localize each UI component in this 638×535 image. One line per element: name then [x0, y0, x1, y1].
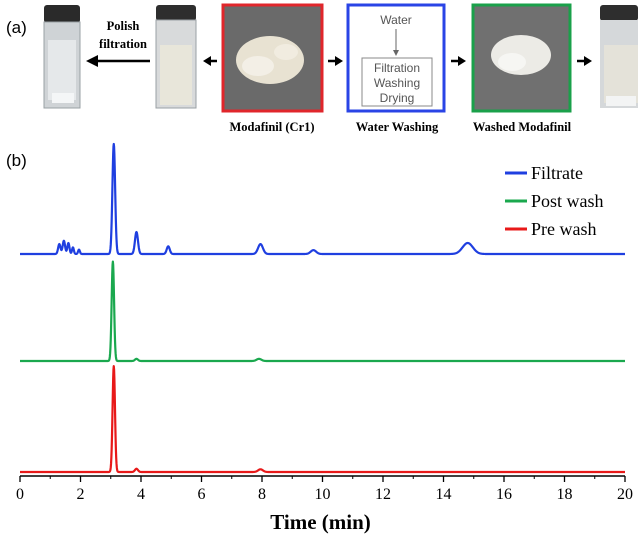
legend-label-pre-wash: Pre wash [531, 219, 597, 239]
wash-box-water-label: Water [380, 13, 412, 27]
series-line-post-wash [19, 260, 626, 363]
legend-label-post-wash: Post wash [531, 191, 604, 211]
wash-box-step-drying: Drying [380, 91, 415, 105]
water-washing-box: Water Filtration Washing Drying [346, 3, 446, 113]
x-tick-label-0: 0 [16, 486, 24, 503]
x-tick-label-6: 6 [198, 486, 206, 503]
x-tick-label-4: 4 [137, 486, 145, 503]
x-tick-label-20: 20 [617, 486, 633, 503]
legend-label-filtrate: Filtrate [531, 163, 583, 183]
panel-a-label: (a) [6, 18, 27, 37]
washed-modafinil-caption: Washed Modafinil [473, 120, 572, 134]
polish-filtration-line-1: Polish [107, 19, 140, 33]
panel-b-label: (b) [6, 151, 27, 170]
arrow-left-large-icon [86, 55, 150, 67]
arrow-right-icon-1 [328, 56, 343, 66]
vial-filtered-image [43, 5, 81, 109]
water-washing-caption: Water Washing [356, 120, 439, 134]
vial-result-image [600, 5, 638, 108]
arrow-left-small-icon [203, 56, 217, 66]
series-line-filtrate [19, 142, 626, 256]
arrow-right-icon-3 [577, 56, 592, 66]
x-axis-title: Time (min) [270, 510, 371, 534]
x-tick-label-18: 18 [557, 486, 573, 503]
x-tick-label-2: 2 [77, 486, 85, 503]
modafinil-image [221, 3, 324, 113]
modafinil-caption: Modafinil (Cr1) [229, 120, 314, 134]
washed-modafinil-image [471, 3, 572, 113]
arrow-right-icon-2 [451, 56, 466, 66]
wash-box-step-washing: Washing [374, 76, 420, 90]
x-tick-label-10: 10 [315, 486, 331, 503]
x-tick-label-14: 14 [436, 486, 452, 503]
series-line-pre-wash [19, 365, 626, 474]
wash-box-step-filtration: Filtration [374, 61, 420, 75]
vial-filtrate-image [155, 5, 197, 109]
x-tick-label-16: 16 [496, 486, 512, 503]
x-tick-label-8: 8 [258, 486, 266, 503]
x-tick-label-12: 12 [375, 486, 391, 503]
polish-filtration-line-2: filtration [99, 37, 147, 51]
chromatogram-chart: Filtrate Post wash Pre wash 0 2 4 6 8 10 12 14 16 18… [16, 142, 633, 534]
